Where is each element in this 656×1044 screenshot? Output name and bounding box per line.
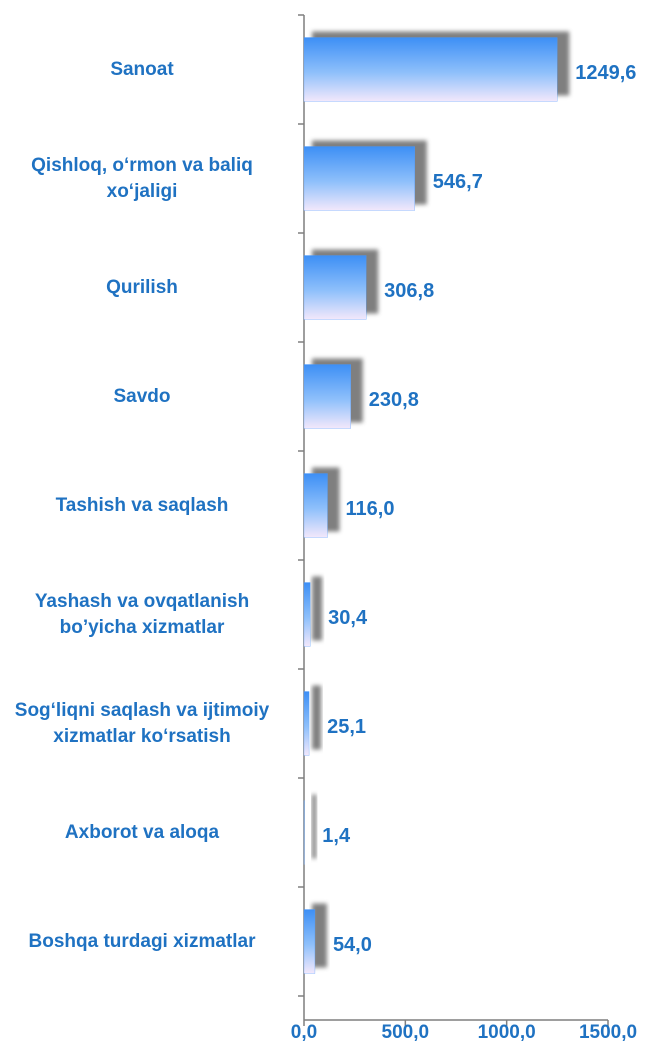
bar-shadow bbox=[312, 903, 327, 968]
category-label: Savdo bbox=[113, 385, 171, 407]
x-tick-label: 500,0 bbox=[382, 1022, 430, 1043]
bar bbox=[303, 255, 367, 320]
x-tick-label: 1500,0 bbox=[579, 1022, 637, 1043]
category-label: Sog‘liqni saqlash va ijtimoiy xizmatlar … bbox=[14, 699, 270, 747]
bar-shadow bbox=[312, 794, 317, 859]
category-label: Tashish va saqlash bbox=[55, 494, 229, 516]
category-label: Boshqa turdagi xizmatlar bbox=[28, 930, 256, 952]
value-label: 1249,6 bbox=[575, 62, 636, 84]
value-label: 54,0 bbox=[333, 934, 372, 956]
value-label: 116,0 bbox=[346, 498, 395, 520]
x-tick-label: 0,0 bbox=[291, 1022, 317, 1043]
value-label: 25,1 bbox=[327, 716, 366, 738]
value-label: 1,4 bbox=[322, 825, 351, 847]
category-label: Qishloq, o‘rmon va baliq xo‘jaligi bbox=[31, 154, 253, 202]
category-label: Sanoat bbox=[110, 58, 174, 80]
bar bbox=[303, 691, 310, 756]
value-label: 230,8 bbox=[369, 389, 419, 411]
bar-shadow bbox=[312, 576, 323, 641]
category-label: Yashash va ovqatlanish bo’yicha xizmatla… bbox=[34, 590, 250, 638]
bar bbox=[303, 909, 316, 974]
value-label: 306,8 bbox=[384, 280, 434, 302]
bar bbox=[303, 364, 351, 429]
category-label: Axborot va aloqa bbox=[64, 821, 220, 843]
value-label: 30,4 bbox=[328, 607, 368, 629]
bar bbox=[303, 146, 415, 211]
value-label: 546,7 bbox=[433, 171, 483, 193]
bar bbox=[303, 37, 558, 102]
bar bbox=[303, 582, 311, 647]
x-tick-label: 1000,0 bbox=[478, 1022, 536, 1043]
bar-shadow bbox=[312, 685, 322, 750]
category-label: Qurilish bbox=[106, 276, 178, 298]
bar bbox=[303, 473, 328, 538]
